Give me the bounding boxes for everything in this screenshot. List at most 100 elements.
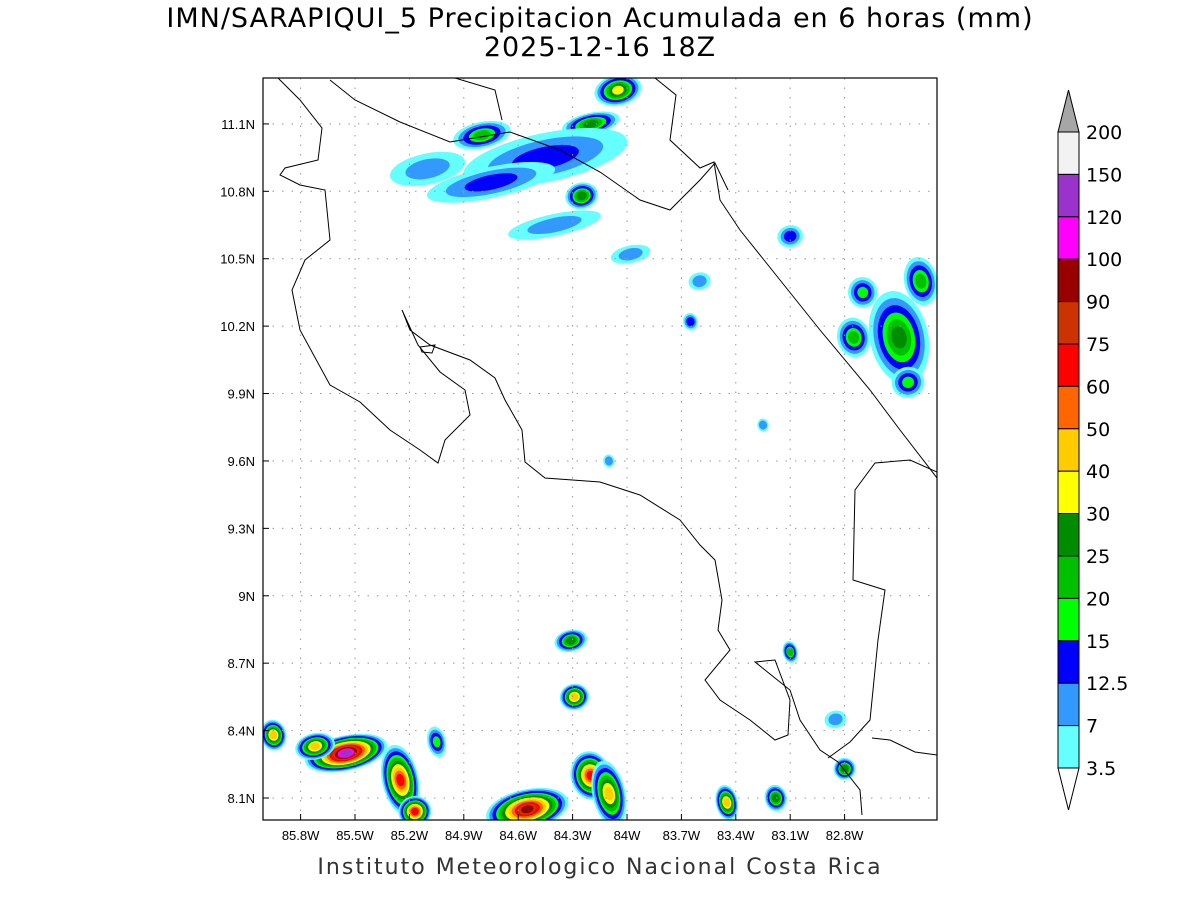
colorbar-label: 150: [1086, 164, 1122, 186]
precip-contour: [856, 285, 869, 299]
grid-lines: [263, 78, 937, 820]
precip-contour: [583, 119, 599, 128]
coastline: [654, 78, 937, 479]
colorbar-swatch: [1057, 258, 1080, 303]
lon-tick-label: 84W: [614, 828, 641, 843]
lon-tick-label: 85.8W: [282, 828, 320, 843]
precip-contour: [565, 636, 576, 645]
colorbar-label: 7: [1086, 716, 1098, 738]
footer-credit: Instituto Meteorologico Nacional Costa R…: [317, 855, 883, 880]
longitude-axis: 85.8W 85.5W 85.2W 84.9W 84.6W 84.3W 84W 83.7W 83…: [282, 814, 864, 843]
colorbar-swatch: [1057, 513, 1080, 557]
lon-tick-label: 85.5W: [336, 828, 374, 843]
lon-tick-label: 84.9W: [445, 828, 483, 843]
lat-tick-label: 10.8N: [220, 184, 255, 199]
colorbar-label: 20: [1086, 588, 1110, 610]
lat-tick-label: 9.6N: [228, 454, 255, 469]
colorbar-swatch: [1057, 555, 1080, 599]
precip-contour: [396, 773, 405, 787]
precip-contour: [786, 647, 794, 657]
precip-contour: [692, 275, 707, 288]
precip-contour: [891, 326, 907, 349]
precip-contour: [310, 742, 320, 751]
precip-contour: [915, 273, 927, 289]
colorbar-label: 12.5: [1086, 673, 1128, 695]
precip-contour: [604, 456, 613, 466]
precip-contour: [686, 317, 695, 327]
colorbar-label: 100: [1086, 249, 1122, 271]
lon-tick-label: 83.4W: [717, 828, 755, 843]
colorbar-label: 120: [1086, 207, 1122, 229]
coastline: [419, 344, 436, 354]
lon-tick-label: 83.1W: [771, 828, 809, 843]
precip-contour: [618, 247, 643, 261]
colorbar-label: 60: [1086, 376, 1110, 398]
coastline: [329, 79, 729, 211]
precip-contour: [612, 85, 624, 95]
coastline: [827, 459, 937, 759]
lon-tick-label: 83.7W: [663, 828, 701, 843]
colorbar-label: 40: [1086, 461, 1110, 483]
colorbar-swatch: [1057, 131, 1080, 175]
map-subtitle: 2025-12-16 18Z: [483, 32, 717, 63]
colorbar-label: 25: [1086, 546, 1110, 568]
coastline: [277, 78, 863, 816]
colorbar-swatch: [1057, 428, 1080, 472]
lon-tick-label: 84.3W: [554, 828, 592, 843]
colorbar-label: 90: [1086, 292, 1110, 314]
map-frame: [262, 77, 938, 821]
colorbar-legend: 200 150 120 100 90 75 60 50 40 30 25 20 15 12.5 7 3.5: [1057, 89, 1128, 811]
colorbar-swatch: [1057, 173, 1080, 218]
lat-tick-label: 8.7N: [228, 656, 255, 671]
lat-tick-label: 8.4N: [228, 724, 255, 739]
precip-contour: [840, 764, 849, 773]
lon-tick-label: 84.6W: [499, 828, 537, 843]
map-title: IMN/SARAPIQUI_5 Precipitacion Acumulada …: [166, 3, 1034, 34]
colorbar-swatch: [1057, 597, 1080, 642]
precip-contour: [848, 330, 860, 344]
colorbar-over-triangle: [1057, 89, 1080, 133]
precip-contour: [723, 798, 731, 807]
precip-contour: [527, 216, 582, 235]
colorbar-label: 200: [1086, 122, 1122, 144]
precip-contour: [758, 420, 768, 430]
coastline: [871, 737, 937, 756]
lon-tick-label: 82.8W: [826, 828, 864, 843]
precip-contour: [604, 786, 614, 801]
colorbar-swatch: [1057, 640, 1080, 684]
colorbar-swatch: [1057, 216, 1080, 260]
precip-contour: [405, 158, 450, 180]
colorbar-label: 15: [1086, 631, 1110, 653]
colorbar-label: 3.5: [1086, 758, 1116, 780]
colorbar-swatch: [1057, 725, 1080, 769]
colorbar-swatch: [1057, 385, 1080, 430]
precip-contour: [411, 807, 419, 816]
lat-tick-label: 9.9N: [228, 387, 255, 402]
precip-contour: [431, 735, 442, 749]
colorbar-under-triangle: [1057, 767, 1080, 811]
precip-contour: [269, 730, 278, 740]
coastline: [454, 78, 503, 121]
lat-tick-label: 11.1N: [221, 117, 255, 132]
colorbar-swatch: [1057, 343, 1080, 387]
precip-contour: [901, 375, 915, 389]
lat-tick-label: 9N: [238, 589, 255, 604]
colorbar-label: 75: [1086, 334, 1110, 356]
precip-contour: [521, 805, 534, 814]
lat-tick-label: 9.3N: [228, 521, 255, 536]
precip-contour: [828, 713, 843, 726]
colorbar-swatch: [1057, 682, 1080, 727]
precipitation-field: [263, 78, 937, 820]
precip-contour: [464, 173, 518, 192]
colorbar-label: 30: [1086, 504, 1110, 526]
lat-tick-label: 8.1N: [228, 791, 255, 806]
colorbar-swatch: [1057, 301, 1080, 345]
latitude-axis: 11.1N 10.8N 10.5N 10.2N 9.9N 9.6N 9.3N 9N 8.7N 8.…: [220, 117, 269, 806]
precip-contour: [340, 749, 352, 757]
colorbar-swatch: [1057, 470, 1080, 515]
lon-tick-label: 85.2W: [391, 828, 429, 843]
precip-contour: [570, 693, 579, 701]
lat-tick-label: 10.5N: [220, 252, 255, 267]
lat-tick-label: 10.2N: [220, 319, 255, 334]
